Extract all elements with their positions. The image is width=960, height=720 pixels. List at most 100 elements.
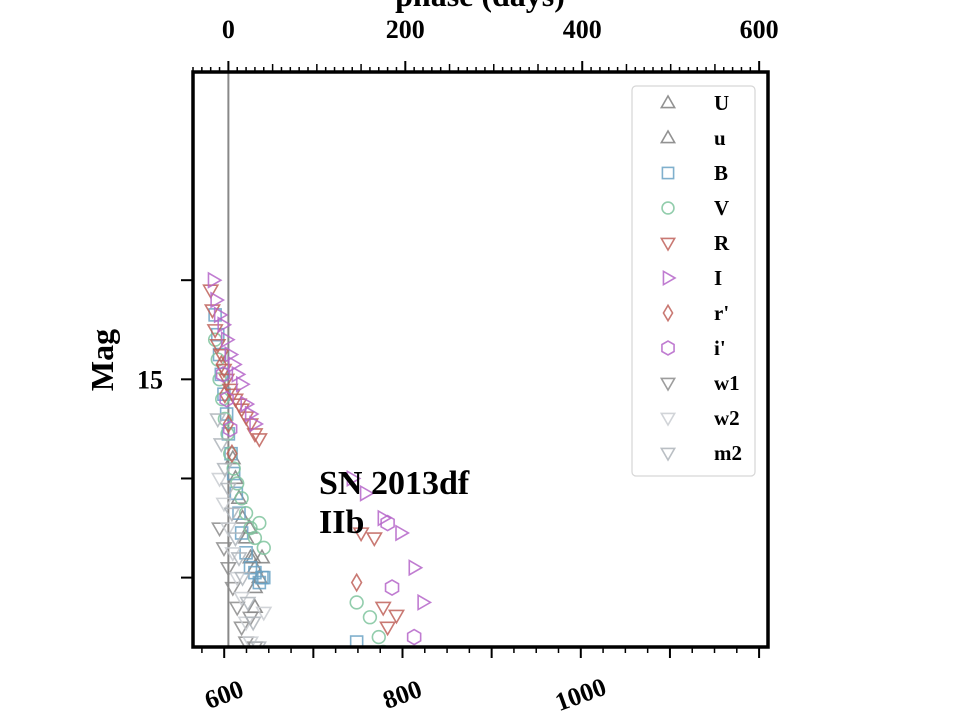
data-marks (202, 72, 434, 669)
data-point (248, 657, 262, 669)
data-point (247, 530, 263, 546)
data-point (377, 509, 393, 527)
bottom-tick-label: 800 (379, 674, 426, 715)
data-point (219, 390, 234, 408)
legend-label: I (714, 266, 722, 290)
series-I (207, 271, 433, 611)
data-point (226, 443, 238, 464)
data-point (241, 636, 260, 647)
series-ip (215, 365, 434, 669)
data-point (417, 593, 433, 611)
data-point (421, 654, 434, 669)
legend-label: U (714, 91, 729, 115)
legend-label: V (714, 196, 729, 220)
data-point (346, 469, 362, 487)
data-point (226, 461, 241, 476)
data-point (406, 628, 422, 646)
data-point (234, 571, 252, 587)
data-point (219, 482, 237, 498)
legend-marker (659, 412, 677, 427)
data-point (252, 575, 267, 590)
legend-marker (659, 447, 677, 462)
data-point (207, 271, 223, 289)
data-point (244, 616, 262, 632)
data-point (222, 414, 235, 434)
data-point (230, 552, 248, 567)
data-point (239, 596, 257, 612)
data-point (212, 438, 230, 453)
data-point (219, 384, 231, 405)
y-axis-label: Mag (84, 329, 120, 391)
data-point (226, 532, 244, 548)
data-point (374, 601, 392, 617)
data-point (408, 559, 424, 577)
data-point (359, 484, 375, 502)
top-tick-label: 0 (222, 15, 235, 44)
data-point (219, 522, 237, 538)
data-point (255, 606, 273, 622)
data-point (362, 610, 378, 625)
data-point (215, 542, 233, 557)
data-point (243, 560, 258, 575)
data-point (235, 375, 251, 393)
data-point (381, 655, 394, 668)
data-point (246, 578, 264, 594)
data-point (349, 635, 364, 647)
data-point (365, 532, 383, 548)
legend-marker (659, 237, 677, 252)
legend-label: u (714, 126, 726, 150)
top-tick-label: 600 (740, 15, 779, 44)
legend-marker (659, 377, 677, 392)
y-tick-label: 15 (137, 365, 163, 394)
data-point (256, 540, 271, 556)
data-point (211, 472, 229, 488)
data-point (241, 548, 260, 564)
data-point (222, 420, 238, 438)
top-tick-label: 200 (386, 15, 425, 44)
data-point (233, 591, 251, 607)
legend-label: m2 (714, 441, 742, 465)
y-axis: 15 (137, 279, 193, 579)
data-point (252, 515, 267, 531)
data-point (395, 524, 410, 542)
data-point (249, 641, 267, 647)
bottom-x-axis: 600 800 1000 (201, 647, 761, 717)
supernova-annotation: SN 2013df IIb (319, 465, 470, 541)
data-point (249, 415, 265, 433)
data-point (371, 629, 386, 645)
legend-marker (661, 201, 675, 215)
data-point (387, 609, 405, 625)
top-x-axis: 0 200 400 600 (192, 15, 779, 72)
legend-marker (662, 303, 674, 323)
legend-marker (662, 269, 677, 287)
data-point (380, 514, 395, 532)
annotation-name: SN 2013df (319, 465, 470, 502)
data-point (203, 304, 221, 320)
data-point (216, 462, 234, 478)
legend-label: w1 (714, 371, 740, 395)
data-point (223, 507, 241, 523)
series-w2 (211, 472, 273, 669)
annotation-type: IIb (319, 504, 364, 541)
data-point (256, 570, 271, 585)
legend-label: i' (714, 336, 726, 360)
series-m2 (209, 413, 267, 647)
legend-label: r' (714, 301, 729, 325)
data-point (215, 391, 230, 407)
data-point (350, 572, 363, 593)
data-point (211, 522, 229, 538)
legend-marker (661, 166, 675, 180)
data-point (220, 331, 236, 349)
data-point (384, 579, 400, 596)
series-rp (215, 354, 363, 593)
legend-label: R (714, 231, 730, 255)
data-point (252, 657, 266, 669)
legend-label: B (714, 161, 728, 185)
data-point (209, 413, 227, 429)
data-point (228, 601, 246, 617)
data-point (215, 497, 233, 513)
top-tick-label: 400 (563, 15, 602, 44)
data-point (238, 505, 254, 521)
data-point (215, 365, 231, 383)
